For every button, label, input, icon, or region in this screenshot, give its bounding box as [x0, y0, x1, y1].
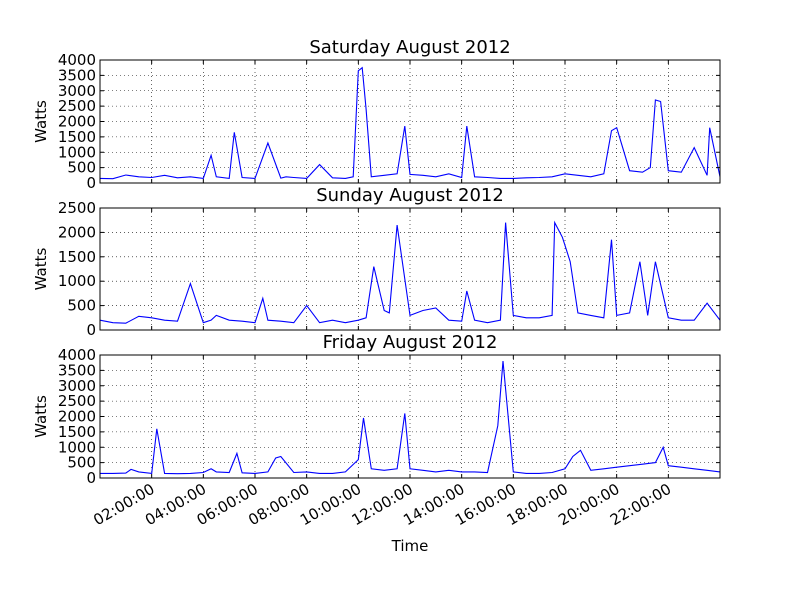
- ytick-label-3-6: 2500: [58, 392, 96, 410]
- ytick-label-1-2: 500: [67, 159, 96, 177]
- series-line-1-1: [99, 66, 721, 180]
- ytick-label-2-2: 500: [67, 297, 96, 315]
- ytick-label-3-9: 4000: [58, 346, 96, 364]
- ytick-label-3-1: 0: [86, 469, 96, 487]
- ytick-label-3-3: 1000: [58, 438, 96, 456]
- ylabel-3: Watts: [32, 395, 50, 438]
- subplot-title-2: Sunday August 2012: [316, 185, 504, 206]
- ytick-label-1-1: 0: [86, 174, 96, 192]
- ytick-label-1-3: 1000: [58, 143, 96, 161]
- series-line-2-1: [99, 220, 721, 324]
- ytick-label-3-8: 3500: [58, 361, 96, 379]
- ylabel-2: Watts: [32, 248, 50, 291]
- ylabel-1: Watts: [32, 100, 50, 143]
- ytick-label-1-7: 3000: [58, 82, 96, 100]
- subplot-title-3: Friday August 2012: [323, 332, 498, 353]
- series-line-3-1: [100, 361, 721, 475]
- ytick-label-1-8: 3500: [58, 66, 96, 84]
- ytick-label-3-7: 3000: [58, 377, 96, 395]
- ytick-label-2-6: 2500: [58, 199, 96, 217]
- ytick-label-1-6: 2500: [58, 97, 96, 115]
- ytick-label-2-1: 0: [86, 321, 96, 339]
- ytick-label-1-9: 4000: [58, 51, 96, 69]
- ytick-label-2-5: 2000: [58, 223, 96, 241]
- ytick-label-3-5: 2000: [58, 408, 96, 426]
- ytick-label-3-2: 500: [67, 454, 96, 472]
- subplot-title-1: Saturday August 2012: [309, 37, 510, 58]
- ytick-label-1-5: 2000: [58, 113, 96, 131]
- subplot-2: 0 500 1000 1500 2000 2500 Sunday August 2012 Wa…: [32, 185, 721, 339]
- ytick-label-2-3: 1000: [58, 272, 96, 290]
- ytick-label-2-4: 1500: [58, 248, 96, 266]
- ytick-label-1-4: 1500: [58, 128, 96, 146]
- ytick-label-3-4: 1500: [58, 423, 96, 441]
- xlabel: Time: [391, 537, 429, 555]
